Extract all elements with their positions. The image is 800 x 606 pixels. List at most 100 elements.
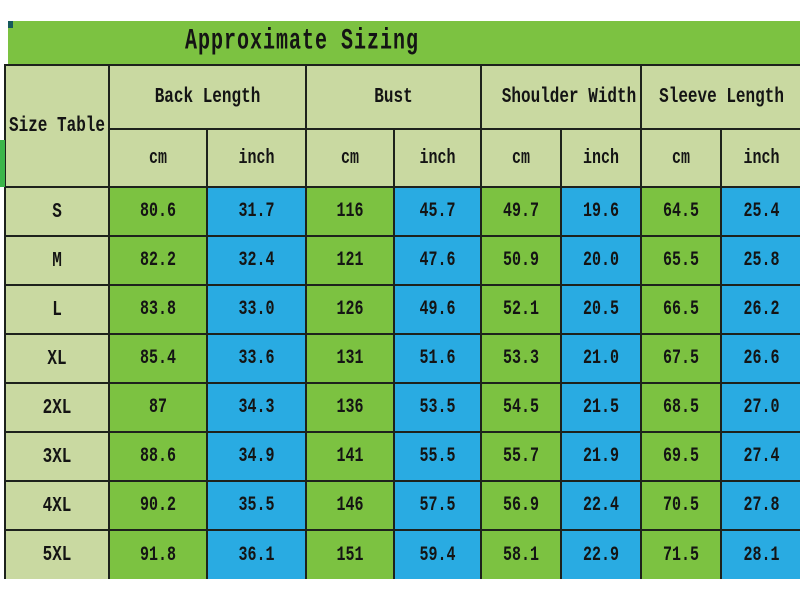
table-row: M 82.2 32.4 121 47.6 50.9 20.0 65.5 25.8 — [4, 235, 800, 286]
unit-header-cell: inch — [393, 128, 482, 188]
size-table-header-label: Size Table — [8, 113, 105, 138]
size-cell: XL — [4, 333, 110, 384]
value-label: 70.5 — [663, 493, 700, 517]
value-label: 35.5 — [238, 493, 275, 517]
value-label: 21.0 — [583, 346, 620, 370]
table-row: 3XL 88.6 34.9 141 55.5 55.7 21.9 69.5 27… — [4, 431, 800, 482]
value-cell: 20.5 — [559, 284, 643, 335]
value-cell: 65.5 — [640, 235, 723, 286]
table-row: S 80.6 31.7 116 45.7 49.7 19.6 64.5 25.4 — [4, 186, 800, 237]
value-cell: 20.0 — [559, 235, 643, 286]
value-label: 85.4 — [139, 346, 176, 370]
value-cell: 121 — [305, 235, 395, 286]
value-cell: 47.6 — [393, 235, 482, 286]
value-label: 26.6 — [743, 346, 780, 370]
bust-header-cell: Bust — [305, 64, 482, 130]
size-cell: 5XL — [4, 529, 110, 579]
size-cell: 2XL — [4, 382, 110, 433]
unit-label: inch — [419, 146, 456, 170]
value-cell: 87 — [108, 382, 208, 433]
value-cell: 45.7 — [393, 186, 482, 237]
unit-header-row: cm inch cm inch cm inch cm inch — [5, 128, 800, 188]
value-label: 33.0 — [238, 297, 275, 321]
size-cell: 4XL — [4, 480, 110, 531]
value-cell: 49.7 — [480, 186, 562, 237]
value-label: 21.9 — [583, 444, 620, 468]
unit-header-cell: cm — [305, 128, 395, 188]
value-label: 31.7 — [238, 199, 275, 223]
value-cell: 31.7 — [206, 186, 307, 237]
value-cell: 33.0 — [206, 284, 307, 335]
value-cell: 146 — [305, 480, 395, 531]
value-label: 53.5 — [419, 395, 456, 419]
table-row: XL 85.4 33.6 131 51.6 53.3 21.0 67.5 26.… — [4, 333, 800, 384]
size-label: M — [52, 248, 62, 273]
value-label: 57.5 — [419, 493, 456, 517]
value-label: 67.5 — [663, 346, 700, 370]
value-label: 45.7 — [419, 199, 456, 223]
value-label: 25.4 — [743, 199, 780, 223]
value-cell: 27.8 — [720, 480, 800, 531]
value-cell: 25.8 — [720, 235, 800, 286]
unit-header-cell: cm — [640, 128, 723, 188]
value-cell: 27.0 — [720, 382, 800, 433]
table-row: L 83.8 33.0 126 49.6 52.1 20.5 66.5 26.2 — [4, 284, 800, 335]
value-cell: 21.0 — [559, 333, 643, 384]
size-label: 4XL — [42, 493, 72, 518]
value-label: 116 — [336, 199, 364, 223]
value-cell: 21.9 — [559, 431, 643, 482]
unit-header-cell: cm — [108, 128, 208, 188]
value-cell: 67.5 — [640, 333, 723, 384]
value-label: 22.4 — [583, 493, 620, 517]
size-label: 3XL — [42, 444, 72, 469]
value-label: 19.6 — [583, 199, 620, 223]
value-cell: 34.3 — [206, 382, 307, 433]
value-cell: 151 — [305, 529, 395, 579]
value-cell: 34.9 — [206, 431, 307, 482]
value-label: 22.9 — [583, 543, 620, 567]
value-label: 66.5 — [663, 297, 700, 321]
value-label: 55.5 — [419, 444, 456, 468]
unit-header-cell: inch — [720, 128, 800, 188]
value-label: 68.5 — [663, 395, 700, 419]
value-label: 21.5 — [583, 395, 620, 419]
value-label: 91.8 — [139, 543, 176, 567]
value-cell: 28.1 — [720, 529, 800, 579]
value-label: 28.1 — [743, 543, 780, 567]
unit-label: inch — [743, 146, 780, 170]
value-label: 36.1 — [238, 543, 275, 567]
value-label: 80.6 — [139, 199, 176, 223]
sleeve-length-header-label: Sleeve Length — [659, 84, 784, 109]
unit-header-cell: cm — [480, 128, 562, 188]
value-label: 26.2 — [743, 297, 780, 321]
back-length-header-cell: Back Length — [108, 64, 307, 130]
value-label: 71.5 — [663, 543, 700, 567]
value-cell: 32.4 — [206, 235, 307, 286]
value-cell: 68.5 — [640, 382, 723, 433]
value-label: 58.1 — [502, 543, 539, 567]
value-label: 82.2 — [139, 248, 176, 272]
value-cell: 55.7 — [480, 431, 562, 482]
value-cell: 55.5 — [393, 431, 482, 482]
value-label: 25.8 — [743, 248, 780, 272]
size-cell: M — [4, 235, 110, 286]
value-label: 126 — [336, 297, 364, 321]
unit-label: cm — [148, 146, 167, 170]
value-label: 131 — [336, 346, 364, 370]
sleeve-length-header-cell: Sleeve Length — [640, 64, 800, 130]
value-label: 141 — [336, 444, 364, 468]
value-label: 88.6 — [139, 444, 176, 468]
value-cell: 22.9 — [559, 529, 643, 579]
value-cell: 56.9 — [480, 480, 562, 531]
value-label: 27.4 — [743, 444, 780, 468]
value-label: 34.9 — [238, 444, 275, 468]
size-label: XL — [47, 346, 67, 371]
back-length-header-label: Back Length — [154, 84, 261, 109]
value-cell: 136 — [305, 382, 395, 433]
value-cell: 116 — [305, 186, 395, 237]
table-row: 4XL 90.2 35.5 146 57.5 56.9 22.4 70.5 27… — [4, 480, 800, 531]
value-cell: 26.2 — [720, 284, 800, 335]
value-label: 20.0 — [583, 248, 620, 272]
size-table-header-cell: Size Table — [4, 64, 110, 188]
value-label: 32.4 — [238, 248, 275, 272]
